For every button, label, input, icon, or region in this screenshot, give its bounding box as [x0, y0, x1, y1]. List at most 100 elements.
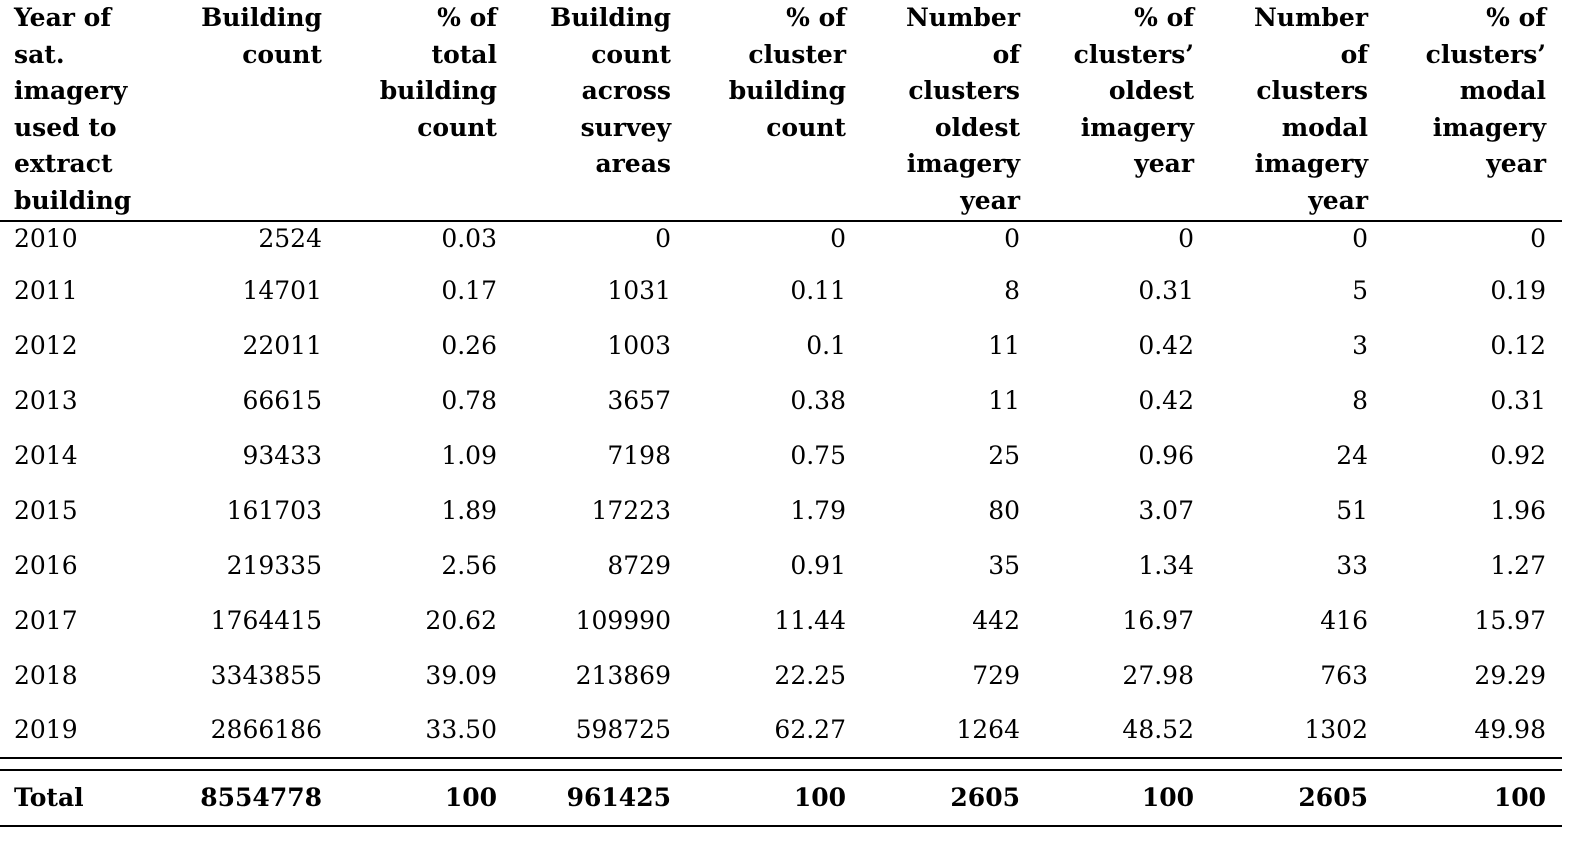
- total-cell: 2605: [862, 768, 1036, 827]
- value-cell: 2524: [258, 223, 322, 253]
- total-cell: 100: [1384, 768, 1562, 827]
- value-cell: 80: [988, 495, 1020, 525]
- value-cell: 0.1: [806, 330, 846, 360]
- total-cell: 2605: [1210, 768, 1384, 827]
- value-cell: 0.31: [1490, 385, 1546, 415]
- value-cell: 8: [1352, 385, 1368, 415]
- table-row: 2016 219335 2.56 8729 0.91 35 1.34 33 1.27: [0, 538, 1562, 593]
- value-cell: 109990: [575, 605, 671, 635]
- year-cell: 2011: [14, 275, 78, 305]
- value-cell: 51: [1336, 495, 1368, 525]
- year-cell: 2015: [14, 495, 78, 525]
- table-row: 2019 2866186 33.50 598725 62.27 1264 48.52 1302…: [0, 703, 1562, 758]
- total-label: Total: [0, 768, 160, 827]
- value-cell: 62.27: [774, 715, 846, 745]
- value-cell: 11: [988, 385, 1020, 415]
- value-cell: 0: [655, 223, 671, 253]
- total-cell: 8554778: [160, 768, 338, 827]
- table-footer: Total 8554778 100 961425 100 2605 100 26…: [0, 756, 1562, 827]
- value-cell: 35: [988, 550, 1020, 580]
- value-cell: 2866186: [210, 715, 322, 745]
- value-cell: 0.19: [1490, 275, 1546, 305]
- value-cell: 17223: [591, 495, 671, 525]
- value-cell: 1.27: [1490, 550, 1546, 580]
- value-cell: 16.97: [1122, 605, 1194, 635]
- value-cell: 0: [1530, 223, 1546, 253]
- header-pct-clusters-oldest-year: % of clusters’ oldest imagery year: [1036, 0, 1210, 222]
- value-cell: 0.38: [790, 385, 846, 415]
- value-cell: 0.17: [441, 275, 497, 305]
- value-cell: 93433: [242, 440, 322, 470]
- value-cell: 1.79: [790, 495, 846, 525]
- header-row: Year of sat. imagery used to extract bui…: [0, 0, 1562, 222]
- table-row: 2012 22011 0.26 1003 0.1 11 0.42 3 0.12: [0, 318, 1562, 373]
- total-row: Total 8554778 100 961425 100 2605 100 26…: [0, 768, 1562, 827]
- value-cell: 0: [1352, 223, 1368, 253]
- year-cell: 2016: [14, 550, 78, 580]
- value-cell: 0.91: [790, 550, 846, 580]
- value-cell: 0.42: [1138, 385, 1194, 415]
- value-cell: 5: [1352, 275, 1368, 305]
- year-cell: 2017: [14, 605, 78, 635]
- footer-spacer: [0, 756, 1562, 771]
- value-cell: 22011: [242, 330, 322, 360]
- value-cell: 1302: [1304, 715, 1368, 745]
- value-cell: 416: [1320, 605, 1368, 635]
- value-cell: 0.03: [441, 223, 497, 253]
- value-cell: 1.96: [1490, 495, 1546, 525]
- header-pct-cluster-building-count: % of cluster building count: [687, 0, 862, 222]
- value-cell: 8: [1004, 275, 1020, 305]
- header-clusters-modal-year: Number of clusters modal imagery year: [1210, 0, 1384, 222]
- value-cell: 0: [830, 223, 846, 253]
- value-cell: 0.42: [1138, 330, 1194, 360]
- value-cell: 24: [1336, 440, 1368, 470]
- value-cell: 39.09: [425, 660, 497, 690]
- value-cell: 219335: [226, 550, 322, 580]
- value-cell: 66615: [242, 385, 322, 415]
- value-cell: 1764415: [210, 605, 322, 635]
- value-cell: 1031: [607, 275, 671, 305]
- value-cell: 48.52: [1122, 715, 1194, 745]
- value-cell: 1.89: [441, 495, 497, 525]
- value-cell: 0: [1178, 223, 1194, 253]
- imagery-year-table: Year of sat. imagery used to extract bui…: [0, 0, 1562, 827]
- value-cell: 11: [988, 330, 1020, 360]
- value-cell: 3: [1352, 330, 1368, 360]
- value-cell: 8729: [607, 550, 671, 580]
- value-cell: 0.78: [441, 385, 497, 415]
- value-cell: 3657: [607, 385, 671, 415]
- table-row: 2014 93433 1.09 7198 0.75 25 0.96 24 0.92: [0, 428, 1562, 483]
- table-row: 2013 66615 0.78 3657 0.38 11 0.42 8 0.31: [0, 373, 1562, 428]
- value-cell: 49.98: [1474, 715, 1546, 745]
- value-cell: 0.26: [441, 330, 497, 360]
- total-cell: 100: [687, 768, 862, 827]
- value-cell: 1003: [607, 330, 671, 360]
- year-cell: 2010: [14, 223, 78, 253]
- value-cell: 15.97: [1474, 605, 1546, 635]
- value-cell: 1.34: [1138, 550, 1194, 580]
- value-cell: 0.11: [790, 275, 846, 305]
- total-cell: 100: [1036, 768, 1210, 827]
- table-row: 2018 3343855 39.09 213869 22.25 729 27.98 763 29…: [0, 648, 1562, 703]
- value-cell: 25: [988, 440, 1020, 470]
- value-cell: 763: [1320, 660, 1368, 690]
- table-row: 2011 14701 0.17 1031 0.11 8 0.31 5 0.19: [0, 263, 1562, 318]
- value-cell: 20.62: [425, 605, 497, 635]
- table-row: 2017 1764415 20.62 109990 11.44 442 16.97 416 15…: [0, 593, 1562, 648]
- year-cell: 2018: [14, 660, 78, 690]
- year-cell: 2014: [14, 440, 78, 470]
- header-year: Year of sat. imagery used to extract bui…: [0, 0, 160, 222]
- header-pct-clusters-modal-year: % of clusters’ modal imagery year: [1384, 0, 1562, 222]
- value-cell: 22.25: [774, 660, 846, 690]
- value-cell: 0.96: [1138, 440, 1194, 470]
- value-cell: 2.56: [441, 550, 497, 580]
- value-cell: 729: [972, 660, 1020, 690]
- header-pct-total-building-count: % of total building count: [338, 0, 513, 222]
- value-cell: 33.50: [425, 715, 497, 745]
- value-cell: 3343855: [210, 660, 322, 690]
- total-cell: 100: [338, 768, 513, 827]
- value-cell: 0: [1004, 223, 1020, 253]
- value-cell: 598725: [575, 715, 671, 745]
- year-cell: 2013: [14, 385, 78, 415]
